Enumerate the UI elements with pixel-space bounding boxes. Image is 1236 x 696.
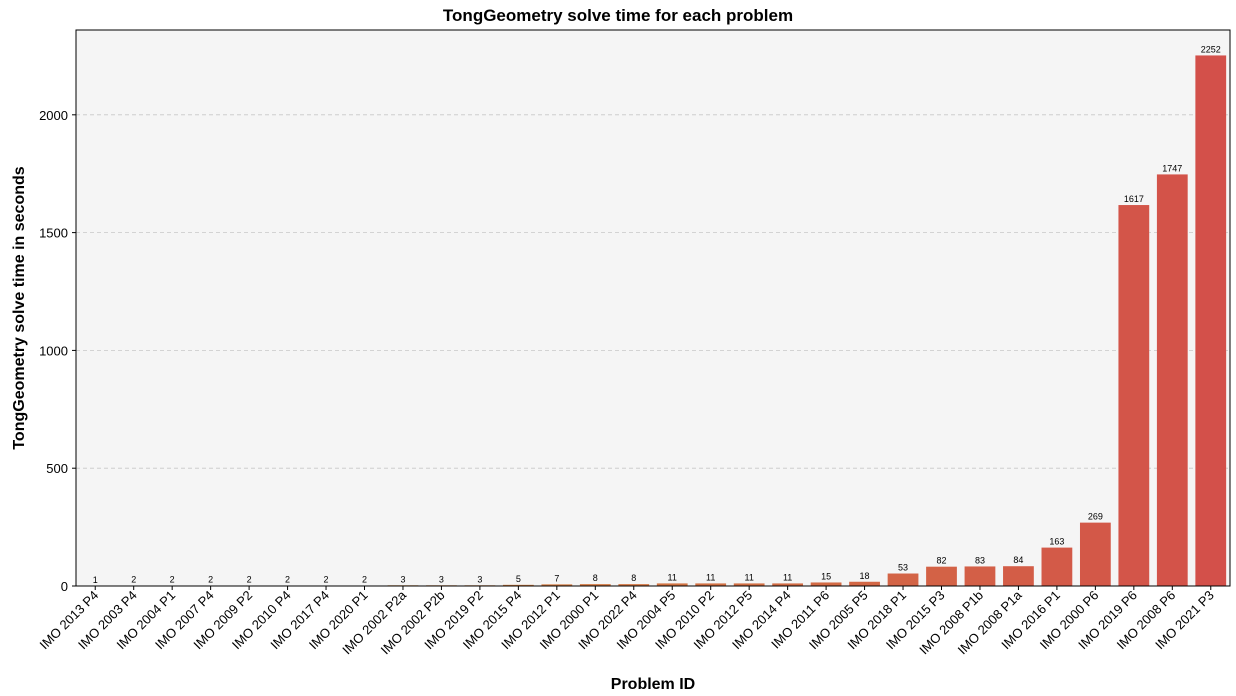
bar [1195, 55, 1227, 586]
bar-value-label: 83 [975, 555, 985, 565]
bar-value-label: 18 [860, 571, 870, 581]
bar [695, 583, 727, 586]
bar [733, 583, 765, 586]
bar-value-label: 11 [744, 572, 753, 582]
y-tick-label: 0 [61, 579, 68, 594]
bar [618, 584, 650, 586]
y-tick-label: 2000 [39, 108, 68, 123]
y-axis-ticks: 0 500 1000 1500 2000 [39, 108, 76, 594]
bar-value-label: 8 [593, 573, 598, 583]
bar-value-label: 53 [898, 563, 908, 573]
bar-value-label: 11 [783, 572, 792, 582]
bar-value-label: 3 [477, 574, 482, 584]
bar-value-label: 2 [285, 575, 290, 585]
bar [1041, 547, 1073, 586]
y-tick-label: 1000 [39, 343, 68, 358]
plot-area [76, 30, 1230, 586]
bar-value-label: 2 [208, 575, 213, 585]
bar [656, 583, 688, 586]
bar [1118, 205, 1150, 586]
chart-title: TongGeometry solve time for each problem [443, 6, 793, 25]
bar-value-label: 15 [821, 571, 831, 581]
bar [502, 584, 534, 586]
bar [810, 582, 842, 586]
bar-value-label: 3 [439, 574, 444, 584]
bar-value-label: 7 [554, 573, 559, 583]
data-labels: 1 2 2 2 2 2 2 2 3 3 3 5 7 8 8 11 11 11 11 15 18 53 82 83 84 163 26… [93, 44, 1221, 584]
bar-value-label: 2 [131, 575, 136, 585]
bar-value-label: 82 [936, 556, 946, 566]
grid-lines [76, 114, 1230, 469]
bar-value-label: 2 [324, 575, 329, 585]
y-axis-label: TongGeometry solve time in seconds [11, 166, 28, 449]
bar-value-label: 2252 [1201, 44, 1221, 54]
bar-value-label: 11 [668, 572, 677, 582]
bar-value-label: 2 [362, 575, 367, 585]
y-tick-label: 1500 [39, 226, 68, 241]
bar [849, 581, 880, 586]
x-axis-label: Problem ID [611, 676, 695, 693]
bar [579, 584, 611, 586]
bar-value-label: 1 [93, 575, 98, 585]
bar-value-label: 8 [631, 573, 636, 583]
bar [964, 566, 996, 586]
bar-value-label: 2 [170, 575, 175, 585]
bar-value-label: 163 [1049, 537, 1064, 547]
bar [1003, 566, 1034, 586]
bar-value-label: 84 [1013, 555, 1023, 565]
bar-value-label: 2 [247, 575, 252, 585]
bar [926, 566, 957, 586]
bar-value-label: 3 [400, 574, 405, 584]
bar-value-label: 1617 [1124, 194, 1144, 204]
bar-value-label: 5 [516, 574, 521, 584]
bar [1156, 174, 1188, 586]
plot-frame [75, 29, 1231, 587]
y-tick-label: 500 [46, 461, 68, 476]
bar-value-label: 1747 [1162, 163, 1182, 173]
bars [79, 55, 1227, 586]
bar-value-label: 269 [1088, 512, 1103, 522]
bar [887, 573, 919, 586]
bar [772, 583, 804, 586]
bar [541, 584, 573, 586]
bar [1079, 522, 1111, 586]
bar-value-label: 11 [706, 572, 715, 582]
